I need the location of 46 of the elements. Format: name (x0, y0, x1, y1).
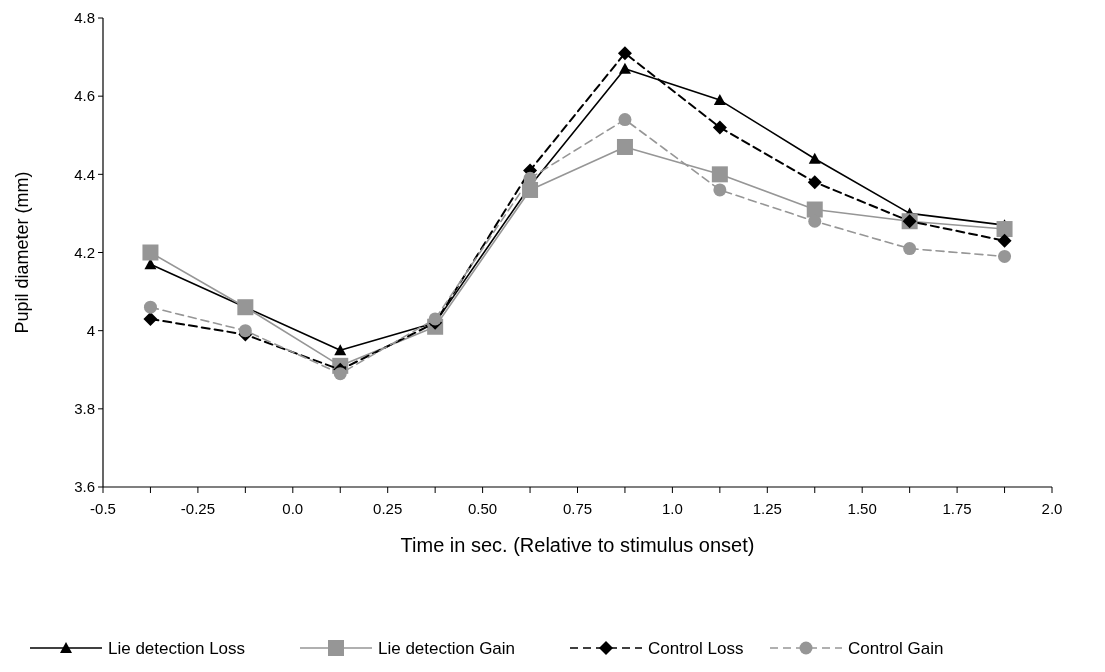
x-tick-label: -0.25 (180, 500, 215, 517)
x-tick-label: 0.75 (562, 500, 593, 517)
point (808, 152, 821, 164)
y-tick-label: 4.6 (74, 87, 95, 105)
legend-label: Control Gain (848, 638, 944, 658)
x-tick-label: 1.0 (661, 500, 683, 517)
point (997, 233, 1012, 248)
y-tick-label: 3.6 (74, 478, 95, 496)
x-tick-label: 0.50 (468, 500, 498, 517)
point (618, 113, 632, 127)
point (428, 312, 442, 326)
y-tick-label: 3.8 (74, 400, 95, 418)
x-axis-title: Time in sec. (Relative to stimulus onset) (400, 534, 755, 556)
point (143, 311, 158, 326)
point (618, 62, 631, 74)
x-tick-label: 2.0 (1041, 500, 1063, 517)
point (616, 138, 633, 155)
point (238, 324, 252, 338)
legend-label: Control Loss (648, 638, 744, 658)
point (806, 201, 823, 218)
legend-label: Lie detection Loss (108, 638, 246, 658)
y-tick-label: 4.2 (74, 243, 95, 261)
point (713, 183, 727, 197)
y-axis-title: Pupil diameter (mm) (12, 171, 32, 334)
x-tick-label: 0.0 (282, 500, 304, 517)
point (711, 166, 728, 183)
y-tick-label: 4.4 (74, 165, 95, 183)
point (996, 221, 1013, 238)
point (143, 300, 157, 314)
x-tick-label: 0.25 (373, 500, 403, 517)
legend-label: Lie detection Gain (378, 638, 516, 658)
point (617, 46, 632, 61)
point (998, 249, 1012, 263)
y-tick-label: 4 (86, 321, 95, 339)
point (903, 242, 917, 256)
y-tick-label: 4.8 (74, 9, 95, 27)
point (142, 244, 159, 261)
x-tick-label: 1.25 (752, 500, 782, 517)
point (807, 175, 822, 190)
point (712, 120, 727, 135)
point (333, 367, 347, 381)
point (334, 344, 347, 356)
x-tick-label: 1.50 (847, 500, 877, 517)
x-tick-label: -0.5 (90, 500, 116, 517)
point (713, 94, 726, 106)
x-tick-label: 1.75 (942, 500, 972, 517)
